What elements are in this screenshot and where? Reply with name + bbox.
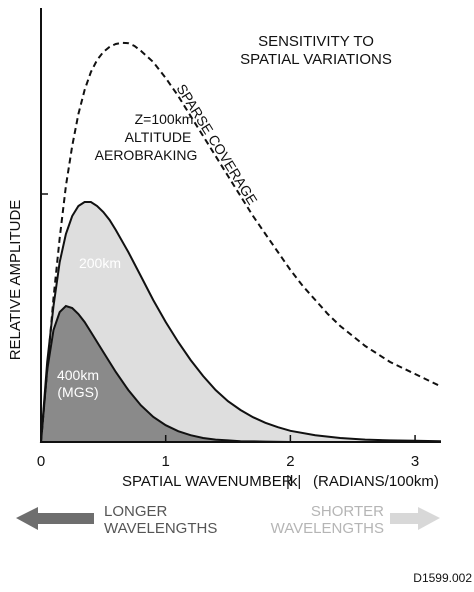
left-arrow-label-line2: WAVELENGTHS — [104, 520, 217, 537]
x-axis-label-part2: (RADIANS/100km) — [313, 473, 439, 490]
left-arrow — [16, 507, 94, 530]
x-tick-label-0: 0 — [37, 453, 45, 470]
label-200km: 200km — [79, 255, 121, 271]
label-400km: 400km — [57, 367, 99, 383]
right-arrow — [390, 507, 440, 530]
x-tick-label-1: 1 — [162, 453, 170, 470]
x-axis-label-symbol: |k| — [286, 473, 301, 490]
y-axis-label: RELATIVE AMPLITUDE — [7, 200, 24, 361]
x-tick-label-2: 2 — [286, 453, 294, 470]
area-200km — [39, 201, 441, 443]
label-mgs: (MGS) — [57, 384, 98, 400]
title-line1: SENSITIVITY TO — [258, 33, 374, 50]
right-arrow-label-line1: SHORTER — [311, 503, 384, 520]
area-400km-mgs — [39, 304, 291, 443]
x-axis-label-part1: SPATIAL WAVENUMBER — [122, 473, 293, 490]
title-line2: SPATIAL VARIATIONS — [240, 51, 392, 68]
dashed-curve-100km — [40, 41, 441, 443]
z-label-line3: AEROBRAKING — [95, 147, 198, 163]
figure-id: D1599.002 — [413, 571, 472, 585]
right-arrow-label-line2: WAVELENGTHS — [271, 520, 384, 537]
x-axis-label: SPATIAL WAVENUMBER |k| (RADIANS/100km) — [122, 473, 439, 490]
z-label-line1: Z=100km — [135, 111, 194, 127]
z-label-line2: ALTITUDE — [125, 129, 192, 145]
x-tick-label-3: 3 — [411, 453, 419, 470]
left-arrow-label-line1: LONGER — [104, 503, 168, 520]
